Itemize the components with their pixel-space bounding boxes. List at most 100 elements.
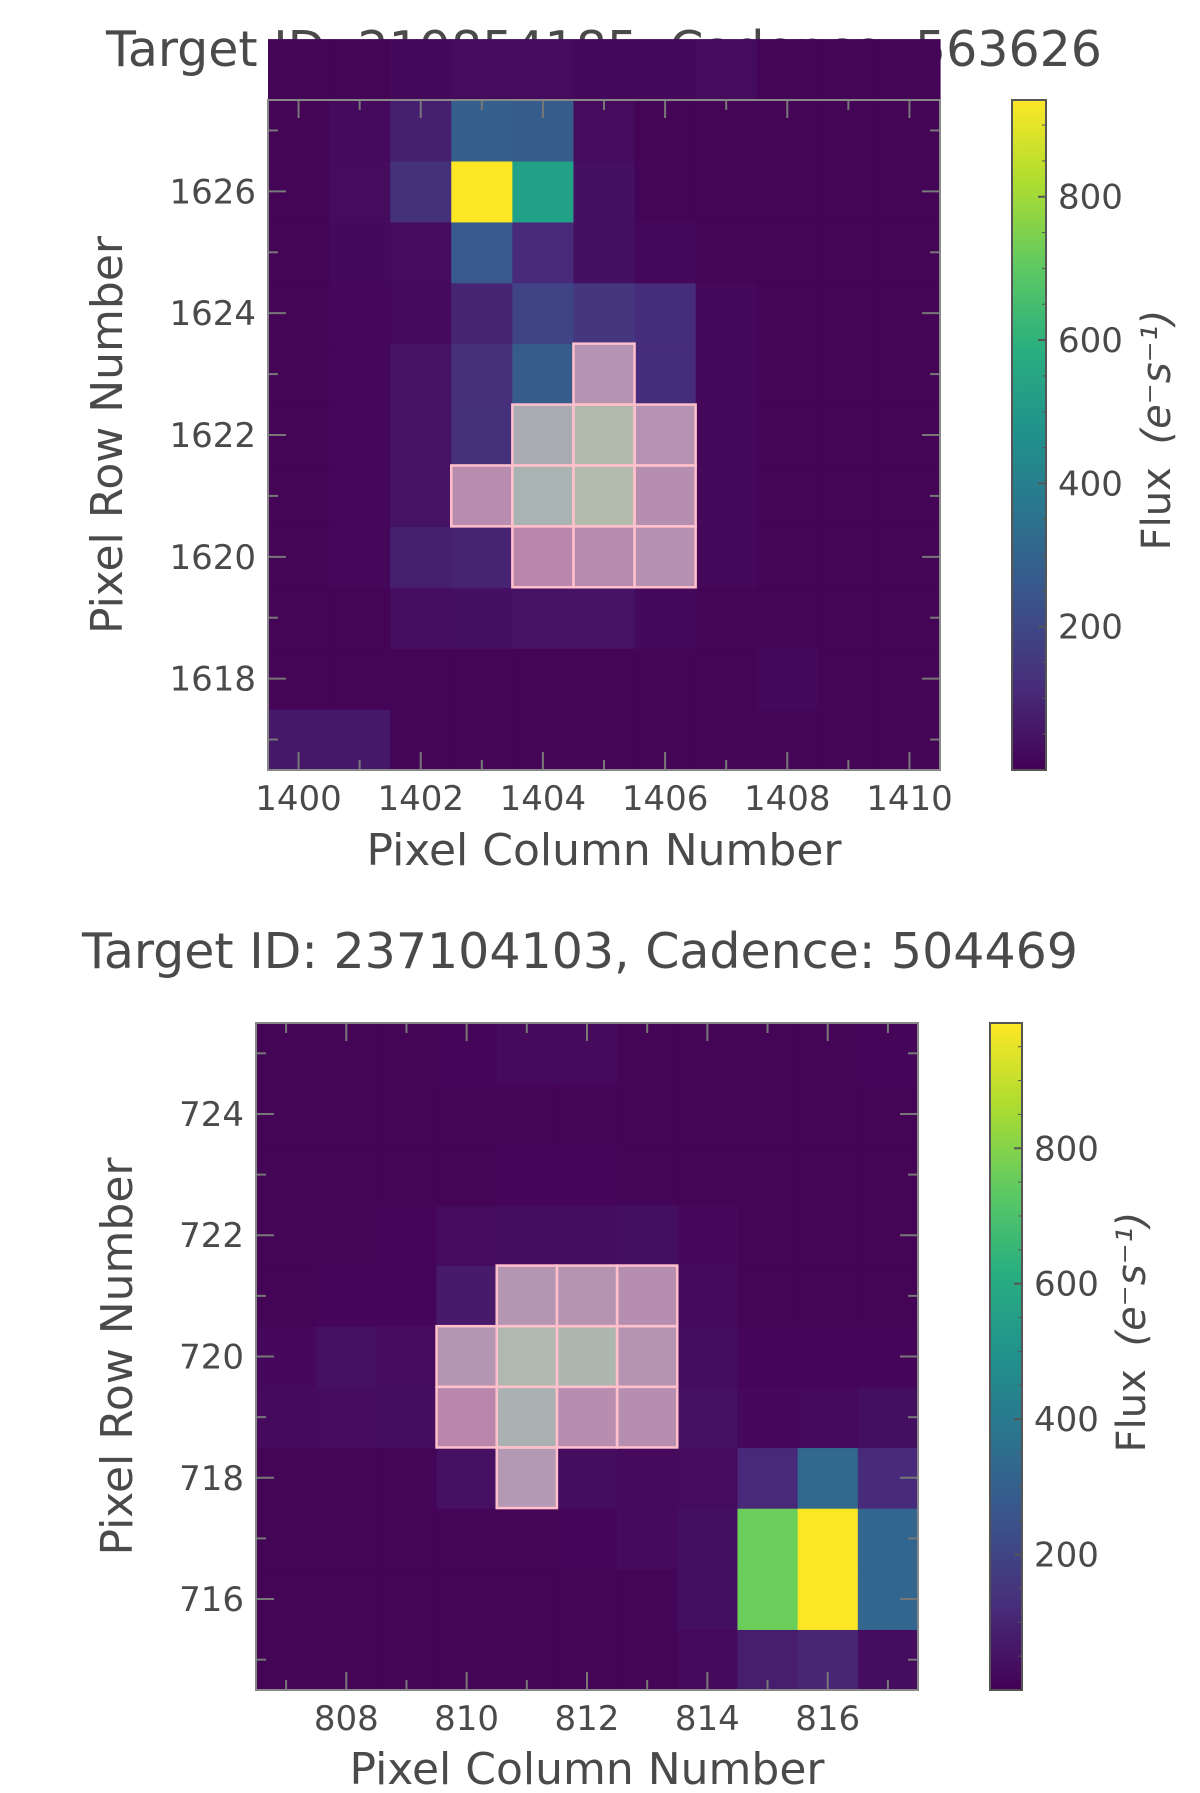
pixel-cell xyxy=(390,465,452,527)
colorbar-tick-label: 600 xyxy=(1058,321,1123,361)
pixel-cell xyxy=(512,587,575,649)
aperture-pixel xyxy=(435,1324,498,1389)
aperture-pixel xyxy=(511,525,575,589)
aperture-pixel xyxy=(435,1385,498,1449)
pixel-cell xyxy=(817,404,880,467)
pixel-cell xyxy=(376,1144,438,1206)
x-axis-label: Pixel Column Number xyxy=(350,1744,826,1792)
pixel-cell xyxy=(376,1447,438,1509)
y-tick-label: 1624 xyxy=(169,294,256,334)
pixel-cell xyxy=(817,221,880,284)
pixel-cell xyxy=(316,1447,377,1509)
aperture-pixel xyxy=(572,342,636,406)
pixel-cell xyxy=(695,465,758,527)
pixel-cell xyxy=(677,1204,739,1267)
pixel-cell xyxy=(451,648,513,710)
pixel-cell xyxy=(695,100,758,162)
pixel-cell xyxy=(329,100,391,162)
x-tick-label: 814 xyxy=(675,1699,740,1739)
pixel-cell xyxy=(329,648,391,710)
pixel-cell xyxy=(797,1568,859,1630)
pixel-cell xyxy=(496,1023,558,1085)
pixel-cell xyxy=(634,343,697,406)
x-tick-label: 816 xyxy=(795,1699,860,1739)
pixel-cell xyxy=(316,1326,377,1388)
pixel-cell xyxy=(797,1144,859,1206)
aperture-pixel xyxy=(511,464,575,528)
pixel-cell xyxy=(451,587,513,649)
pixel-cell xyxy=(756,465,819,527)
pixel-cell xyxy=(677,1447,739,1509)
colorbar-tick-label: 200 xyxy=(1058,608,1123,648)
colorbar-tick-label: 800 xyxy=(1058,178,1123,218)
aperture-pixel xyxy=(495,1324,559,1389)
pixel-cell xyxy=(376,1326,438,1388)
pixel-cell xyxy=(677,1508,739,1570)
x-tick-label: 812 xyxy=(555,1699,620,1739)
pixel-cell xyxy=(677,1386,739,1449)
pixel-cell xyxy=(573,221,636,284)
pixel-cell xyxy=(496,1144,558,1206)
pixel-cell xyxy=(329,39,391,101)
pixel-cell xyxy=(556,1447,618,1509)
pixel-cell xyxy=(256,1144,317,1206)
axis-ticks: 1400 1402 1404 1406 1408 1410 1618 1620 1622 1624… xyxy=(169,100,953,819)
aperture-pixel xyxy=(633,464,697,528)
pixel-cell xyxy=(376,1508,438,1570)
pixel-cell xyxy=(390,221,452,284)
pixel-cell xyxy=(817,648,880,710)
pixel-cell xyxy=(817,282,880,345)
pixel-cell xyxy=(573,587,636,649)
pixel-cell xyxy=(268,39,330,101)
plot-frame xyxy=(255,1022,919,1691)
pixel-cell xyxy=(797,1083,859,1145)
pixel-cell xyxy=(617,1447,678,1509)
pixel-cell xyxy=(496,1568,558,1630)
pixel-cell xyxy=(756,160,819,223)
colorbar-ticks: 200 400 600 800 xyxy=(1038,124,1123,735)
pixel-cell xyxy=(390,404,452,467)
y-tick-label: 1620 xyxy=(169,538,256,578)
pixel-cell xyxy=(617,1508,678,1570)
aperture-pixel xyxy=(615,1264,679,1328)
aperture-mask xyxy=(435,1264,679,1510)
y-tick-label: 716 xyxy=(179,1580,244,1620)
pixel-cell xyxy=(737,1386,799,1449)
pixel-cell xyxy=(634,587,697,649)
pixel-cell xyxy=(737,1083,799,1145)
pixel-cell xyxy=(376,1265,438,1327)
pixel-cell xyxy=(617,1083,678,1145)
pixel-cell xyxy=(512,39,575,101)
x-tick-label: 1406 xyxy=(622,779,709,819)
colorbar-label: Flux (e⁻s⁻¹) xyxy=(1134,310,1180,551)
y-tick-label: 722 xyxy=(179,1216,244,1256)
aperture-pixel xyxy=(572,464,636,528)
pixel-cell xyxy=(617,1023,678,1085)
pixel-cell xyxy=(737,1326,799,1388)
pixel-cell xyxy=(390,343,452,406)
pixel-cell xyxy=(436,1083,498,1145)
pixel-cell xyxy=(695,587,758,649)
x-tick-label: 1400 xyxy=(255,779,342,819)
pixel-cell xyxy=(436,1508,498,1570)
pixel-cell xyxy=(256,1265,317,1327)
pixel-cell xyxy=(329,526,391,588)
x-tick-label: 1410 xyxy=(866,779,953,819)
tpf-panel-2: Target ID: 237104103, Cadence: 504469 80… xyxy=(0,896,1200,1792)
pixel-cell xyxy=(436,1265,498,1327)
colorbar-unit: (e⁻s⁻¹) xyxy=(1134,310,1180,445)
aperture-pixel xyxy=(495,1446,559,1510)
y-axis-label: Pixel Row Number xyxy=(82,235,133,634)
pixel-cell xyxy=(756,282,819,345)
pixel-cell xyxy=(573,39,636,101)
heatmap-chart-2: Target ID: 237104103, Cadence: 504469 80… xyxy=(81,923,1155,1792)
pixel-cell xyxy=(316,1144,377,1206)
pixel-cell xyxy=(268,465,330,527)
pixel-cell xyxy=(695,221,758,284)
pixel-cell xyxy=(451,404,513,467)
x-tick-label: 810 xyxy=(434,1699,499,1739)
pixel-cell xyxy=(878,39,941,101)
pixel-cell xyxy=(376,1204,438,1267)
pixel-cell xyxy=(756,39,819,101)
colorbar-label-text: Flux xyxy=(1134,467,1180,550)
